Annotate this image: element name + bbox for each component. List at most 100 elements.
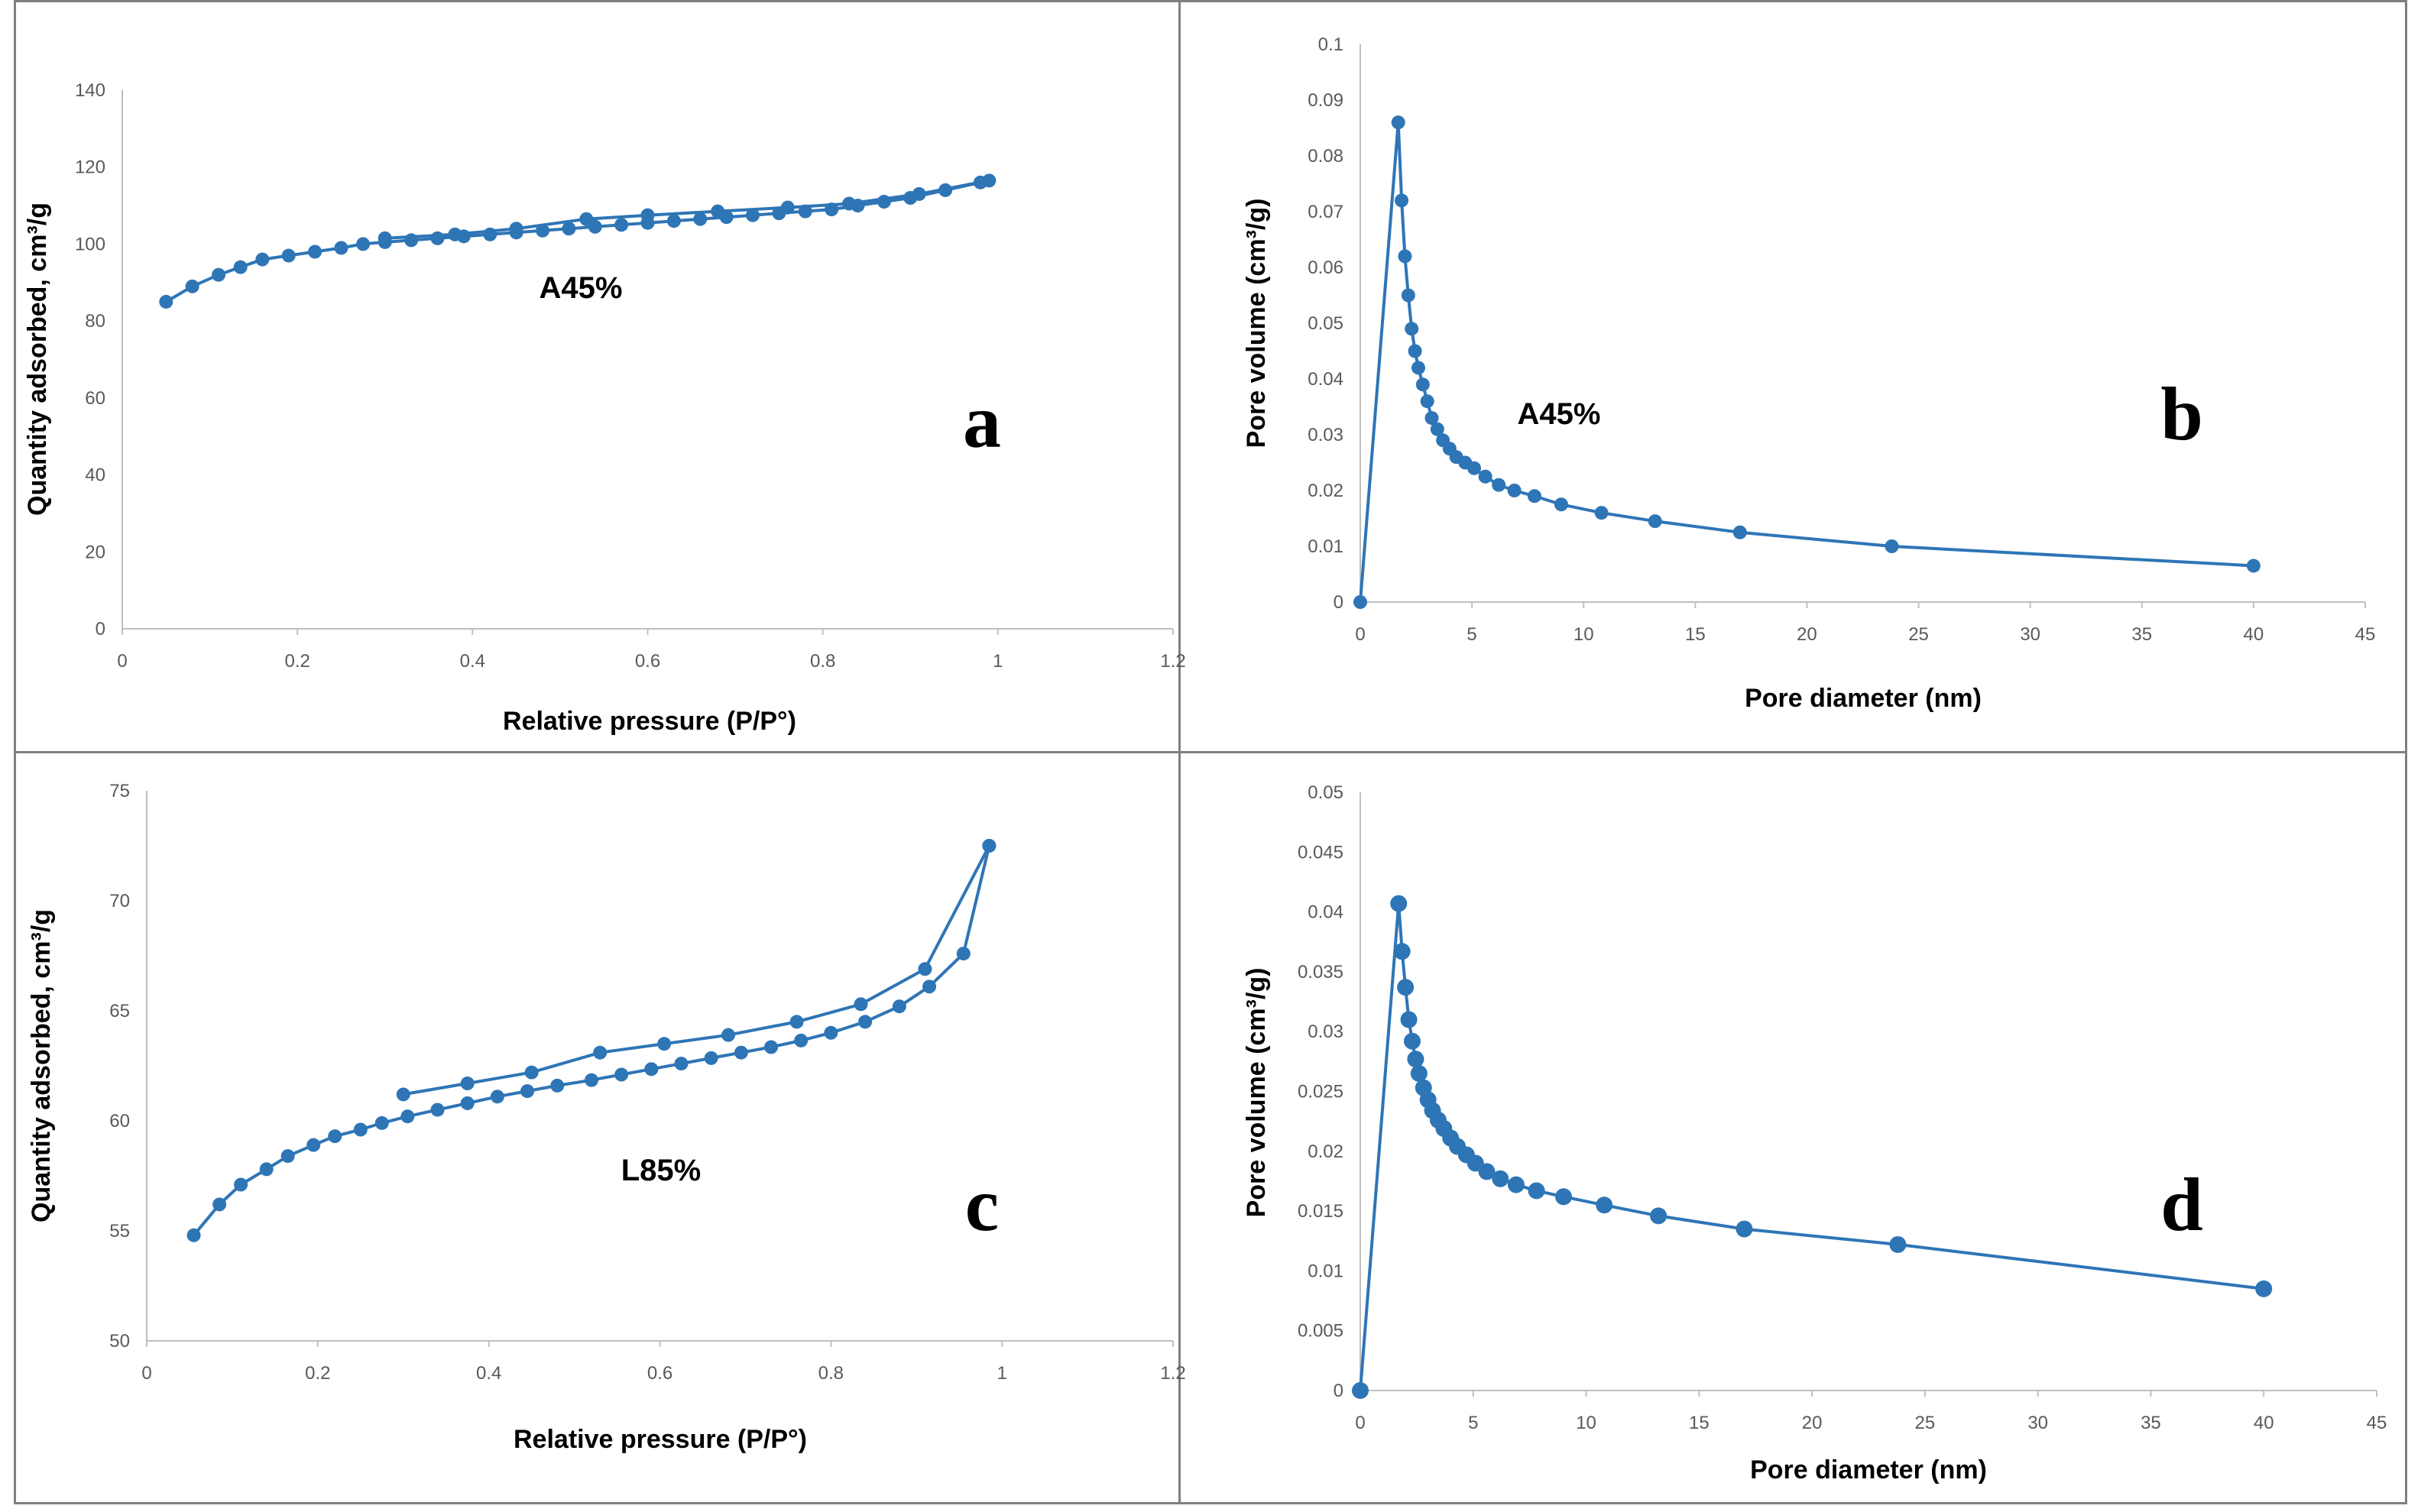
data-point-b: [1430, 422, 1444, 436]
y-tick-label-b: 0: [1334, 592, 1343, 613]
data-point-a: [579, 212, 594, 226]
panel-letter-b: b: [2160, 371, 2203, 456]
x-tick-label-c: 1: [997, 1363, 1006, 1384]
data-point-c: [280, 1149, 295, 1164]
y-tick-label-d: 0.01: [1308, 1261, 1343, 1281]
series-line-b-a45: [1359, 122, 2254, 603]
x-axis-label-c: Relative pressure (P/P°): [514, 1425, 807, 1454]
data-point-b: [1395, 193, 1409, 208]
y-tick-label-d: 0.005: [1298, 1321, 1343, 1342]
data-point-c: [234, 1177, 248, 1192]
data-point-b: [1732, 525, 1747, 539]
data-point-c: [657, 1037, 672, 1051]
x-tick-label-d: 25: [1915, 1413, 1936, 1433]
data-point-a: [693, 212, 708, 226]
x-tick-label-b: 35: [2131, 624, 2152, 645]
data-point-c: [982, 839, 997, 853]
data-point-c: [956, 947, 971, 961]
data-point-c: [328, 1129, 342, 1144]
x-tick-label-d: 20: [1802, 1413, 1823, 1433]
x-tick-label-d: 0: [1355, 1413, 1365, 1433]
y-tick-label-b: 0.06: [1308, 257, 1343, 278]
series-line-c-desorption: [403, 845, 991, 1096]
data-point-a: [308, 244, 322, 259]
x-axis-label-b: Pore diameter (nm): [1745, 684, 1982, 713]
data-point-d: [1352, 1382, 1369, 1399]
data-point-d: [1403, 1032, 1421, 1050]
data-point-a: [185, 279, 199, 293]
x-tick-label-d: 15: [1689, 1413, 1710, 1433]
data-point-a: [640, 208, 655, 222]
data-point-d: [1889, 1235, 1907, 1253]
series-line-c-adsorption: [193, 845, 991, 1237]
y-axis-label-c: Quantity adsorbed, cm³/g: [27, 909, 56, 1222]
y-tick-label-c: 55: [109, 1221, 130, 1242]
data-point-b: [1478, 469, 1492, 484]
data-point-c: [734, 1045, 748, 1060]
data-point-d: [1596, 1196, 1613, 1214]
data-point-a: [430, 231, 445, 245]
data-point-c: [460, 1096, 475, 1110]
y-tick-label-a: 60: [85, 388, 105, 409]
y-tick-label-a: 80: [85, 311, 105, 332]
data-point-c: [490, 1089, 504, 1104]
data-point-c: [918, 962, 932, 976]
data-point-a: [666, 214, 681, 228]
y-tick-label-b: 0.04: [1308, 369, 1343, 390]
data-point-c: [922, 979, 937, 994]
data-point-c: [584, 1073, 598, 1087]
data-point-a: [334, 241, 348, 255]
data-point-c: [854, 997, 868, 1012]
data-point-a: [746, 208, 760, 222]
y-tick-label-b: 0.05: [1308, 313, 1343, 334]
data-point-d: [1478, 1163, 1496, 1180]
series-line-a-desorption: [384, 179, 990, 240]
panel-letter-c: c: [965, 1162, 999, 1247]
data-point-b: [1353, 595, 1367, 609]
data-point-c: [763, 1040, 778, 1054]
x-axis-label-d: Pore diameter (nm): [1750, 1455, 1987, 1484]
data-point-b: [1420, 394, 1434, 409]
x-tick-label-d: 30: [2027, 1413, 2048, 1433]
data-point-a: [255, 252, 270, 267]
y-tick-label-c: 75: [109, 781, 130, 801]
x-tick-label-b: 15: [1685, 624, 1706, 645]
data-point-d: [1407, 1051, 1424, 1068]
y-tick-label-d: 0.045: [1298, 842, 1343, 863]
data-point-c: [704, 1051, 718, 1065]
data-point-c: [374, 1115, 389, 1130]
data-point-c: [789, 1015, 804, 1029]
y-tick-label-a: 40: [85, 465, 105, 486]
x-tick-label-c: 0.4: [476, 1363, 501, 1384]
y-tick-label-b: 0.01: [1308, 536, 1343, 557]
y-tick-label-d: 0.035: [1298, 962, 1343, 983]
data-point-d: [1410, 1065, 1428, 1083]
series-line-d-l85: [1359, 903, 2264, 1391]
y-tick-label-d: 0.03: [1308, 1021, 1343, 1042]
data-point-b: [1594, 506, 1609, 520]
data-point-d: [1507, 1176, 1525, 1193]
x-tick-label-c: 0: [141, 1363, 151, 1384]
data-point-a: [448, 227, 462, 241]
y-tick-label-c: 60: [109, 1111, 130, 1132]
data-point-d: [1400, 1011, 1418, 1028]
x-tick-label-b: 30: [2020, 624, 2040, 645]
x-tick-label-b: 40: [2244, 624, 2264, 645]
y-tick-label-b: 0.03: [1308, 425, 1343, 445]
y-tick-label-a: 20: [85, 542, 105, 562]
x-tick-label-a: 0.8: [810, 651, 835, 672]
y-tick-label-b: 0.1: [1318, 34, 1343, 55]
data-point-a: [536, 223, 549, 238]
data-point-c: [794, 1033, 809, 1047]
panel-c: [14, 751, 1181, 1504]
data-point-b: [1401, 288, 1415, 303]
data-point-b: [1415, 377, 1430, 392]
data-point-c: [396, 1087, 410, 1102]
data-point-a: [780, 200, 795, 215]
x-tick-label-d: 10: [1576, 1413, 1596, 1433]
x-tick-label-c: 1.2: [1160, 1363, 1185, 1384]
x-tick-label-c: 0.6: [647, 1363, 672, 1384]
x-tick-label-a: 0.2: [284, 651, 310, 672]
y-tick-label-b: 0.07: [1308, 202, 1343, 222]
